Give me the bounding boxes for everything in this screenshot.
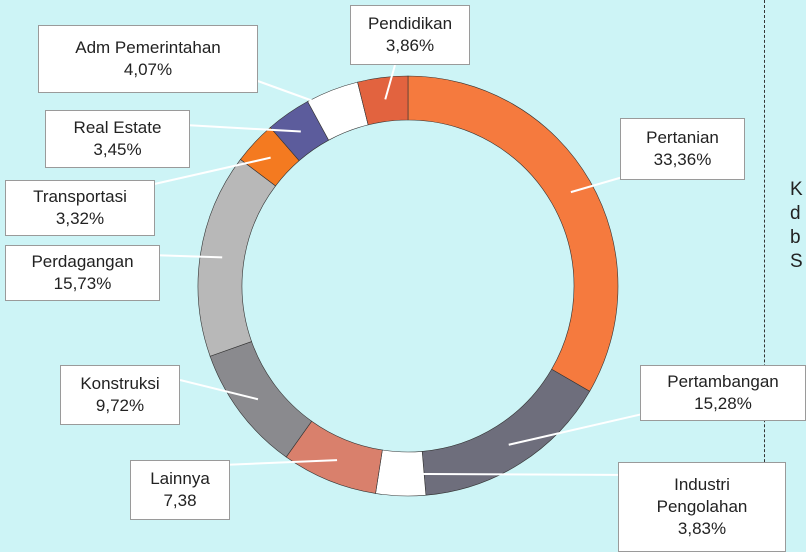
callout-line	[179, 379, 259, 401]
label-value: 3,83%	[677, 519, 727, 538]
label-value: 4,07%	[123, 60, 173, 79]
callout-line	[184, 124, 301, 133]
label-name: Pendidikan	[367, 14, 453, 33]
label-name: Adm Pemerintahan	[75, 38, 221, 57]
label-value: 7,38	[163, 491, 197, 510]
segment-label: Pertanian 33,36%	[620, 118, 745, 180]
label-value: 3,86%	[385, 36, 435, 55]
label-value: 15,73%	[53, 274, 112, 293]
label-value: 9,72%	[95, 396, 145, 415]
segment-label: Transportasi 3,32%	[5, 180, 155, 236]
callout-line	[254, 79, 341, 112]
segment-label: Lainnya 7,38	[130, 460, 230, 520]
callout-line	[149, 254, 223, 259]
side-line: S	[790, 251, 803, 272]
side-line: d	[790, 203, 801, 224]
label-name: Pertambangan	[667, 372, 779, 391]
label-name: Real Estate	[73, 118, 162, 137]
label-value: 33,36%	[653, 150, 712, 169]
callout-line	[384, 64, 396, 100]
label-name: Pertanian	[646, 128, 719, 147]
label-name: Konstruksi	[80, 374, 160, 393]
segment-label: Konstruksi 9,72%	[60, 365, 180, 425]
divider	[764, 0, 765, 552]
segment-label: Perdagangan 15,73%	[5, 245, 160, 301]
side-line: K	[790, 179, 803, 200]
donut-segment	[357, 75, 409, 126]
callout-line	[221, 459, 338, 466]
segment-label: Pendidikan 3,86%	[350, 5, 470, 65]
label-name: Industri Pengolahan	[656, 475, 748, 516]
side-line: b	[790, 227, 801, 248]
label-value: 15,28%	[694, 394, 752, 413]
donut-segment	[407, 75, 619, 392]
callout-line	[508, 409, 661, 446]
callout-line	[149, 156, 271, 186]
label-name: Perdagangan	[31, 252, 134, 271]
segment-label: Real Estate 3,45%	[45, 110, 190, 168]
segment-label: Industri Pengolahan 3,83%	[618, 462, 786, 552]
label-value: 3,32%	[55, 209, 105, 228]
callout-line	[401, 472, 641, 476]
donut-segment	[209, 341, 313, 458]
label-value: 3,45%	[93, 140, 142, 159]
label-name: Transportasi	[33, 187, 127, 206]
segment-label: Adm Pemerintahan 4,07%	[38, 25, 258, 93]
segment-label: Pertambangan 15,28%	[640, 365, 806, 421]
label-name: Lainnya	[150, 469, 210, 488]
